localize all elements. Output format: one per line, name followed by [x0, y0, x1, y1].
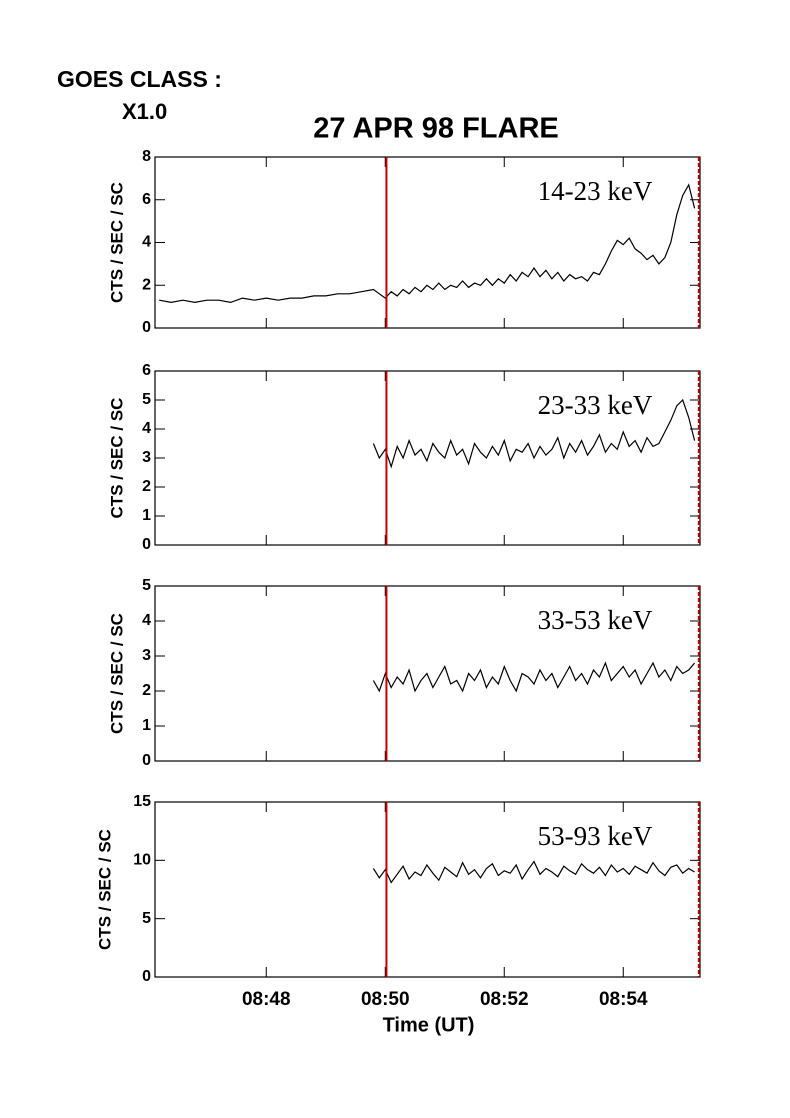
data-line [372, 661, 696, 693]
y-axis-label: CTS / SEC / SC [107, 398, 126, 519]
data-line [372, 398, 696, 469]
annotation: 33-53 keV [538, 605, 653, 635]
y-axis-label: CTS / SEC / SC [107, 182, 126, 303]
goes-label: GOES CLASS : [57, 66, 222, 92]
y-tick-label: 1 [142, 717, 151, 734]
x-axis-label: Time (UT) [383, 1014, 475, 1036]
annotation: 53-93 keV [538, 821, 653, 851]
annotation: 14-23 keV [538, 176, 653, 206]
y-tick-label: 2 [142, 478, 151, 495]
chart-title: 27 APR 98 FLARE [313, 113, 559, 145]
y-tick-label: 5 [142, 910, 151, 927]
y-tick-label: 3 [142, 449, 151, 466]
y-tick-label: 10 [133, 852, 151, 869]
data-line [159, 183, 696, 304]
x-tick-label: 08:54 [599, 989, 648, 1010]
y-tick-label: 5 [142, 577, 151, 594]
y-tick-label: 2 [142, 276, 151, 293]
y-tick-label: 6 [142, 191, 151, 208]
y-tick-label: 3 [142, 647, 151, 664]
y-tick-label: 15 [133, 793, 151, 810]
y-axis-label: CTS / SEC / SC [107, 613, 126, 734]
y-tick-label: 4 [142, 612, 151, 629]
x-tick-label: 08:52 [480, 989, 529, 1010]
x-tick-label: 08:48 [242, 989, 291, 1010]
y-tick-label: 0 [142, 536, 151, 553]
y-axis-label: CTS / SEC / SC [95, 829, 114, 950]
annotation: 23-33 keV [538, 390, 653, 420]
y-tick-label: 4 [142, 234, 151, 251]
y-tick-label: 1 [142, 507, 151, 524]
plot-frame [154, 585, 701, 762]
y-tick-label: 4 [142, 420, 151, 437]
y-tick-label: 8 [142, 148, 151, 165]
goes-class: X1.0 [122, 99, 167, 124]
plot-frame [154, 801, 701, 978]
y-tick-label: 0 [142, 752, 151, 769]
y-tick-label: 2 [142, 682, 151, 699]
y-tick-label: 0 [142, 968, 151, 985]
y-tick-label: 0 [142, 319, 151, 336]
y-tick-label: 6 [142, 362, 151, 379]
x-tick-label: 08:50 [361, 989, 410, 1010]
data-line [372, 860, 695, 884]
y-tick-label: 5 [142, 391, 151, 408]
